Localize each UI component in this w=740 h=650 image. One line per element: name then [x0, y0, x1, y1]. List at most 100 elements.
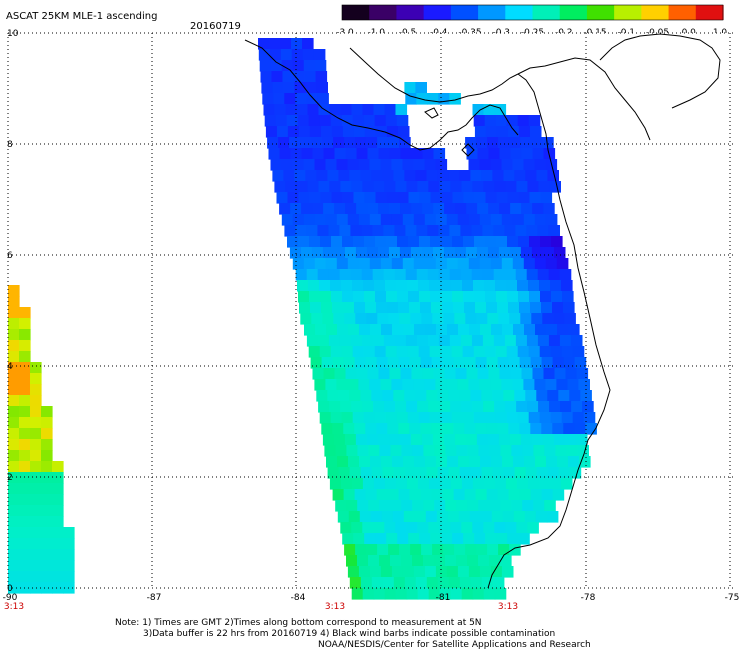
- swath-cell: [478, 500, 490, 512]
- swath-cell: [380, 258, 393, 270]
- west-swath-cell: [19, 494, 31, 506]
- swath-cell: [388, 544, 400, 556]
- product-date: 20160719: [190, 21, 241, 32]
- swath-cell: [421, 434, 434, 446]
- swath-cell: [481, 170, 493, 182]
- swath-cell: [409, 302, 421, 314]
- swath-cell: [435, 566, 448, 578]
- swath-cell: [405, 93, 417, 105]
- west-swath-cell: [19, 560, 31, 572]
- swath-cell: [496, 533, 508, 545]
- swath-cell: [339, 225, 351, 237]
- swath-cell: [472, 181, 484, 193]
- swath-cell: [362, 478, 375, 490]
- swath-cell: [474, 236, 486, 248]
- west-swath-cell: [19, 461, 31, 473]
- swath-cell: [381, 511, 394, 523]
- swath-cell: [504, 335, 517, 347]
- swath-cell: [517, 412, 530, 424]
- swath-cell: [488, 148, 501, 160]
- swath-cell: [279, 203, 291, 215]
- swath-cell: [340, 478, 353, 490]
- swath-cell: [378, 203, 390, 215]
- coastline-segment: [599, 33, 721, 109]
- swath-cell: [355, 544, 367, 556]
- swath-cell: [320, 236, 332, 248]
- swath-cell: [305, 82, 317, 94]
- swath-cell: [448, 577, 461, 589]
- swath-cell: [410, 247, 423, 259]
- west-swath-cell: [19, 406, 31, 418]
- swath-cell: [394, 335, 407, 347]
- swath-cell: [374, 346, 387, 358]
- swath-cell: [424, 214, 437, 226]
- swath-cell: [520, 137, 532, 149]
- swath-cell: [578, 379, 590, 391]
- west-swath-cell: [41, 483, 53, 495]
- west-swath-cell: [19, 439, 31, 451]
- longitude-tick-label: -78: [581, 593, 596, 603]
- swath-cell: [261, 82, 273, 94]
- swath-cell: [341, 280, 353, 292]
- swath-cell: [381, 456, 393, 468]
- colorbar-swatch: [559, 5, 588, 20]
- swath-cell: [432, 544, 444, 556]
- swath-cell: [514, 170, 526, 182]
- swath-cell: [479, 379, 491, 391]
- swath-cell: [428, 478, 441, 490]
- swath-cell: [474, 533, 486, 545]
- swath-cell: [415, 577, 428, 589]
- swath-cell: [258, 49, 271, 61]
- swath-cell: [363, 346, 376, 358]
- swath-cell: [331, 126, 344, 138]
- swath-cell: [501, 566, 514, 578]
- west-swath-cell: [52, 527, 64, 539]
- swath-cell: [405, 225, 417, 237]
- time-axis: 3:13 3:13 3:13: [4, 602, 518, 612]
- swath-cell: [303, 258, 316, 270]
- west-swath-cell: [19, 505, 31, 517]
- swath-cell: [425, 324, 437, 336]
- swath-cell: [365, 423, 377, 435]
- swath-cell: [499, 148, 512, 160]
- swath-cell: [563, 357, 576, 369]
- swath-cell: [459, 467, 472, 479]
- swath-cell: [482, 225, 494, 237]
- west-swath-cell: [8, 362, 20, 374]
- swath-cell: [331, 236, 343, 248]
- swath-cell: [373, 181, 385, 193]
- swath-cell: [305, 170, 317, 182]
- swath-cell: [435, 214, 448, 226]
- swath-cell: [445, 555, 457, 567]
- swath-cell: [488, 203, 500, 215]
- swath-cell: [426, 390, 438, 402]
- swath-cell: [402, 566, 415, 578]
- colorbar-swatch: [668, 5, 697, 20]
- swath-cell: [317, 225, 329, 237]
- swath-cell: [475, 489, 488, 501]
- swath-cell: [323, 148, 336, 160]
- swath-cell: [386, 291, 398, 303]
- swath-cell: [479, 159, 492, 171]
- swath-cell: [421, 544, 433, 556]
- west-swath-cell: [8, 406, 20, 418]
- swath-cell: [414, 511, 427, 523]
- swath-cell: [410, 434, 423, 446]
- swath-cell: [398, 357, 411, 369]
- swath-cell: [541, 489, 554, 501]
- swath-cell: [456, 555, 468, 567]
- swath-cell: [437, 170, 449, 182]
- swath-cell: [572, 346, 585, 358]
- swath-cell: [333, 137, 345, 149]
- swath-cell: [443, 544, 455, 556]
- swath-cell: [310, 302, 322, 314]
- swath-cell: [537, 269, 550, 281]
- swath-cell: [543, 368, 556, 380]
- swath-cell: [534, 214, 547, 226]
- swath-cell: [438, 93, 450, 105]
- west-swath-cell: [19, 472, 31, 484]
- swath-cell: [390, 555, 402, 567]
- swath-cell: [298, 126, 311, 138]
- swath-cell: [495, 280, 507, 292]
- swath-cell: [350, 269, 363, 281]
